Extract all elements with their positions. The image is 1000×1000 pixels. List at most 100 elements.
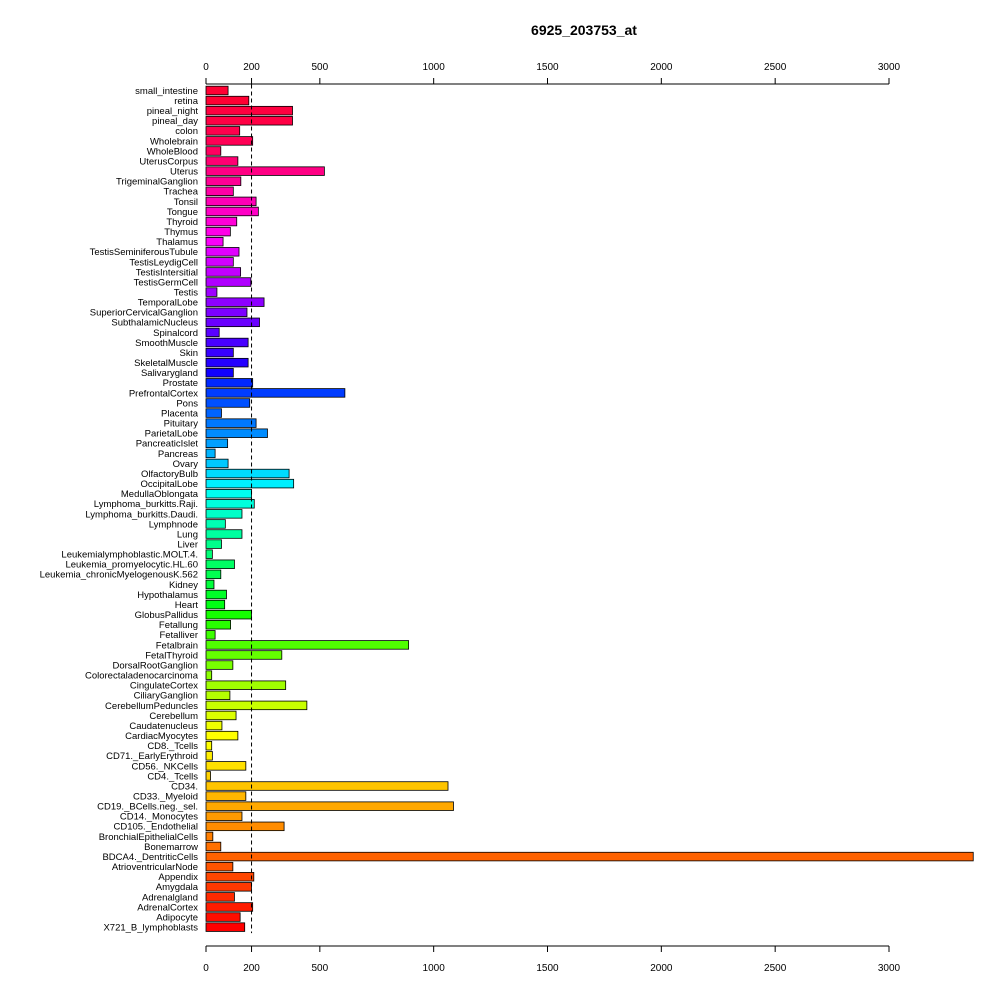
bar — [205, 912, 241, 922]
category-label: DorsalRootGanglion — [112, 660, 198, 671]
bar — [205, 509, 243, 519]
category-label: TestisIntersitial — [136, 267, 198, 278]
category-label: Lymphoma_burkitts.Raji. — [94, 499, 198, 510]
bar — [205, 589, 227, 600]
category-label: BronchialEpithelialCells — [99, 832, 199, 843]
category-label: SubthalamicNucleus — [111, 318, 198, 329]
bar — [205, 640, 410, 650]
category-label: Ovary — [173, 459, 199, 470]
category-label: Uterus — [170, 167, 198, 178]
bar — [205, 720, 223, 731]
bar — [205, 549, 213, 559]
category-label: MedullaOblongata — [121, 489, 199, 500]
category-label: TestisLeydigCell — [129, 257, 198, 268]
bar — [205, 680, 287, 690]
tick-label: 2000 — [650, 62, 673, 73]
bar — [205, 831, 214, 842]
bar — [205, 357, 249, 368]
category-label: Thalamus — [156, 237, 198, 248]
category-label: WholeBlood — [147, 146, 198, 157]
bar — [205, 569, 222, 580]
bar — [205, 771, 211, 781]
tick-label: 200 — [243, 62, 260, 73]
category-label: colon — [175, 126, 198, 137]
category-label: OlfactoryBulb — [141, 469, 198, 480]
bar — [205, 136, 254, 146]
tick-label: 1500 — [536, 963, 559, 974]
bar — [205, 378, 254, 388]
category-label: pineal_night — [147, 106, 199, 117]
bar — [205, 95, 250, 106]
category-label: Prostate — [163, 378, 198, 389]
bar — [205, 821, 285, 832]
bar — [205, 408, 222, 418]
bar — [205, 751, 213, 761]
category-label: UterusCorpus — [139, 156, 198, 167]
bar — [205, 85, 229, 96]
bar — [205, 307, 248, 317]
bar — [205, 791, 247, 801]
tick-label: 1500 — [536, 62, 559, 73]
bar — [205, 660, 234, 670]
bar — [205, 146, 222, 156]
bar — [205, 388, 346, 398]
chart-title: 6925_203753_at — [531, 22, 637, 38]
bar — [205, 499, 255, 509]
category-label: CD71._EarlyErythroid — [106, 751, 198, 762]
category-label: Tonsil — [174, 197, 198, 208]
tick-label: 2000 — [650, 963, 673, 974]
category-label: Adipocyte — [156, 912, 198, 923]
bar — [205, 398, 251, 408]
bar — [205, 428, 268, 438]
bar — [205, 539, 222, 549]
category-label: X721_B_lymphoblasts — [103, 923, 198, 934]
category-label: Trachea — [164, 187, 199, 198]
category-label: CD19._BCells.neg._sel. — [97, 802, 198, 813]
bar — [205, 368, 234, 378]
tick-label: 2500 — [764, 62, 787, 73]
category-label: BDCA4._DentriticCells — [102, 852, 198, 863]
bottom-x-axis: 0 200 500 1000 1500 2000 2500 3000 — [203, 945, 901, 974]
category-label: Fetalliver — [159, 630, 198, 641]
bar — [205, 599, 226, 610]
category-label: retina — [174, 96, 198, 107]
category-label: TestisGermCell — [134, 277, 198, 288]
category-label: Thyroid — [166, 217, 198, 228]
category-label: CD33._Myeloid — [133, 792, 198, 803]
bar — [205, 267, 242, 277]
bar — [205, 700, 308, 711]
category-label: TemporalLobe — [138, 298, 198, 309]
bar — [205, 337, 249, 348]
category-label: Leukemia_promyelocytic.HL.60 — [65, 560, 198, 571]
bar — [205, 105, 293, 116]
category-label: Placenta — [161, 408, 199, 419]
category-label: Fetalbrain — [156, 640, 198, 651]
category-label: Skin — [180, 348, 198, 359]
bar — [205, 327, 220, 338]
bar — [205, 418, 257, 428]
bar — [205, 741, 213, 751]
category-label: Pons — [176, 398, 198, 409]
bar — [205, 287, 218, 297]
bar — [205, 206, 259, 217]
category-label: Fetallung — [159, 620, 198, 631]
category-label: Pituitary — [164, 419, 199, 430]
category-label: Leukemialymphoblastic.MOLT.4. — [61, 550, 198, 561]
tick-label: 3000 — [878, 963, 901, 974]
bar — [205, 761, 247, 771]
category-label: CD56._NKCells — [131, 761, 198, 772]
bar — [205, 196, 257, 207]
category-label: CiliaryGanglion — [134, 691, 198, 702]
category-label: CerebellumPeduncles — [105, 701, 198, 712]
bars-group — [205, 85, 974, 932]
bar — [205, 186, 234, 197]
category-label: TestisSeminiferousTubule — [90, 247, 198, 258]
category-label: CD34. — [171, 781, 198, 792]
category-label: SkeletalMuscle — [134, 358, 198, 369]
category-label: SmoothMuscle — [135, 338, 198, 349]
bar — [205, 609, 252, 620]
bar — [205, 297, 265, 307]
category-label: Lymphoma_burkitts.Daudi. — [85, 509, 198, 520]
category-label: ParietalLobe — [145, 429, 198, 440]
